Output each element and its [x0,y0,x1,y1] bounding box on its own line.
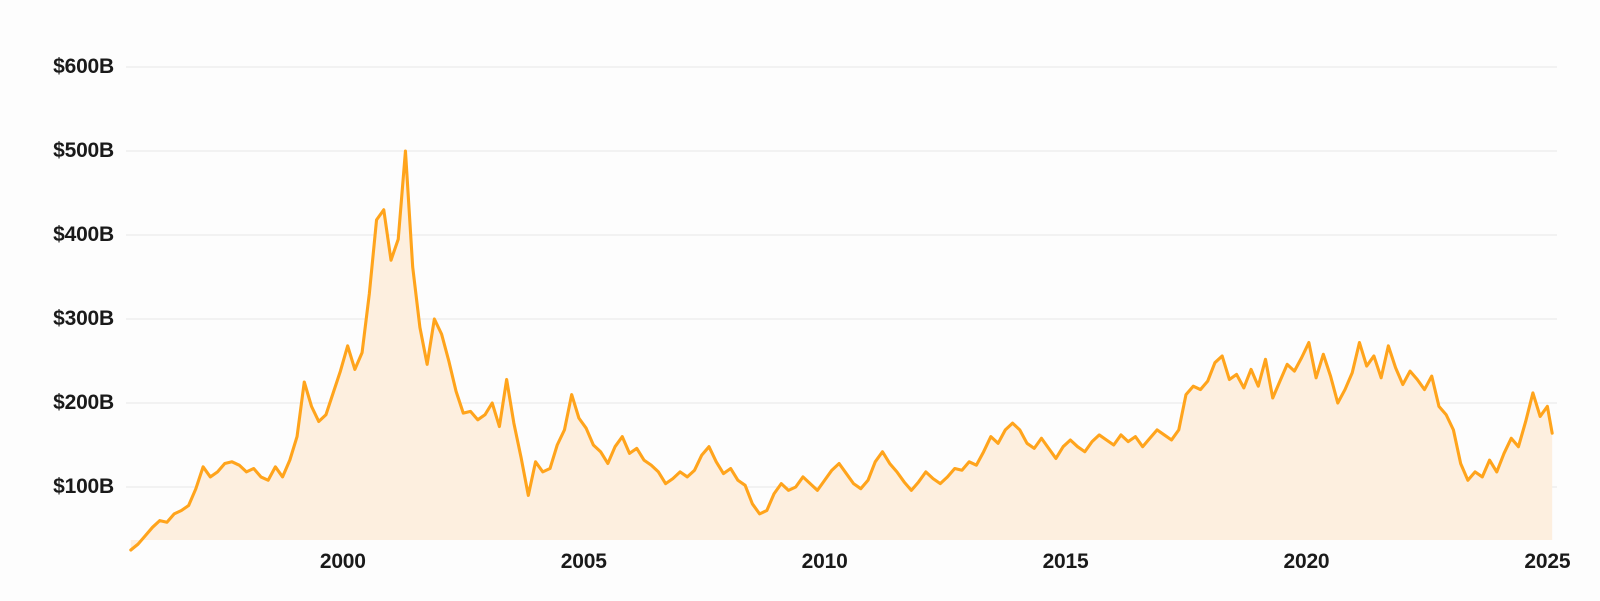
series-area-fill [130,151,1553,550]
y-tick-label-200: $200B [53,391,114,414]
y-tick-label-300: $300B [53,307,114,330]
series-line [129,149,1554,552]
y-axis: $100B $200B $300B $400B $500B $600B [0,0,114,601]
y-tick-label-400: $400B [53,223,114,246]
y-tick-label-600: $600B [53,55,114,78]
y-tick-label-500: $500B [53,139,114,162]
y-tick-label-100: $100B [53,475,114,498]
